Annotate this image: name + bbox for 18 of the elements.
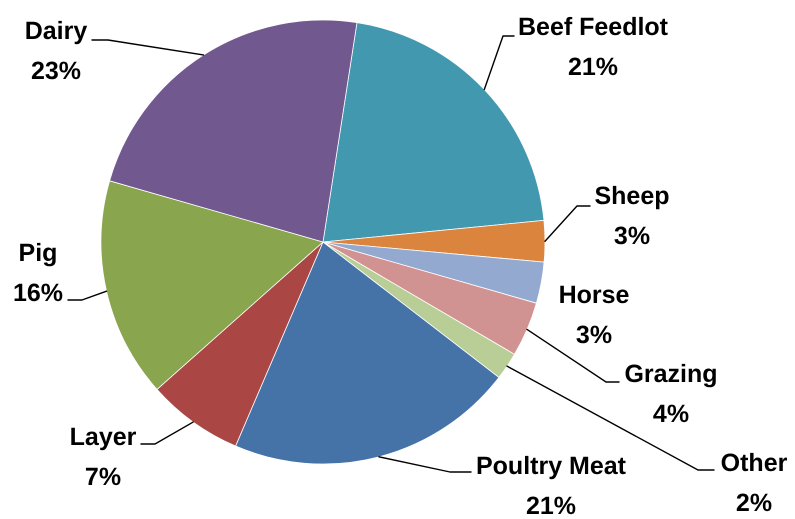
slice-label: Beef Feedlot [518, 13, 669, 41]
data-label: 2% [736, 489, 772, 517]
slice-label: Layer [70, 423, 137, 451]
slice-label: Sheep [594, 182, 670, 210]
slice-label: Pig [18, 239, 58, 267]
slice-label: Poultry Meat [476, 452, 627, 480]
data-label: 21% [568, 53, 618, 81]
data-label: 4% [652, 400, 690, 428]
data-label: 16% [12, 279, 64, 307]
slice-label: Dairy [24, 17, 88, 45]
data-label: 23% [30, 57, 82, 85]
data-label: 21% [526, 492, 576, 519]
data-label: 3% [576, 321, 612, 349]
data-label: 7% [84, 463, 122, 491]
slice-label: Other [720, 449, 788, 477]
data-label: 3% [614, 222, 650, 250]
slice-label: Horse [558, 281, 630, 309]
slice-label: Grazing [624, 360, 718, 388]
